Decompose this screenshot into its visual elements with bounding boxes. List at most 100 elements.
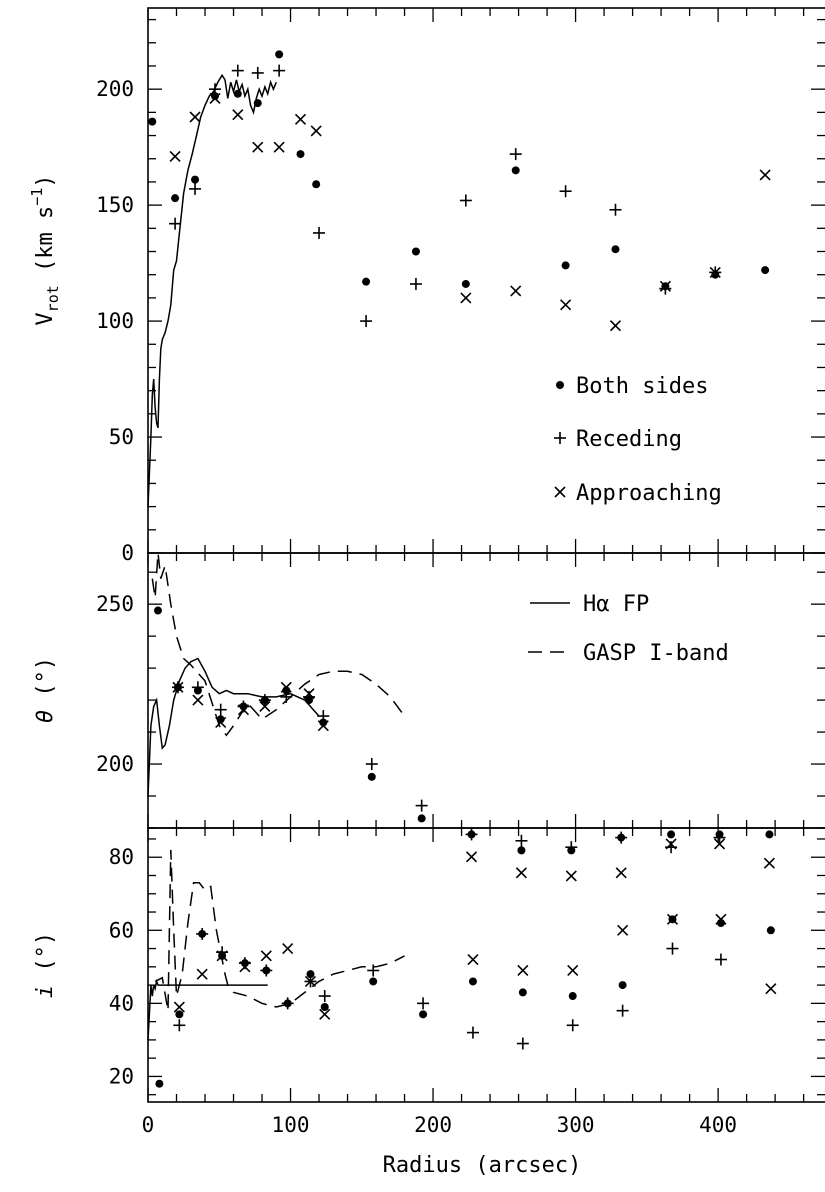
rot-halpha-curve — [147, 73, 277, 507]
pa-receding-point — [365, 758, 378, 771]
rot-receding-point — [231, 64, 244, 77]
cross-b — [560, 299, 572, 311]
inc-frame — [147, 827, 825, 1103]
pa-ytick-label: 200 — [96, 752, 134, 776]
rot-ytick-label: 100 — [96, 309, 134, 333]
inc-approaching-point — [304, 975, 317, 988]
rot-approaching-point — [310, 125, 322, 137]
inc-both-point — [320, 1003, 329, 1012]
rot-receding-point — [609, 203, 622, 216]
pa-approaching-point — [665, 838, 677, 850]
cross-b — [567, 964, 579, 977]
rot-ytick-label: 150 — [96, 193, 134, 217]
pa-gasp-curve — [151, 552, 406, 737]
cross-b — [209, 92, 221, 105]
rot-receding-point — [189, 182, 202, 195]
cross-b — [237, 704, 250, 716]
cross-b — [510, 285, 522, 297]
pa-approaching-point — [615, 867, 627, 879]
inc-both-point — [175, 1010, 184, 1019]
pa-receding-point — [515, 834, 528, 847]
cross-b — [303, 688, 315, 700]
inc-both-point — [155, 1079, 164, 1088]
inc-both-point — [618, 981, 627, 990]
rot-both-point — [233, 89, 242, 98]
rot-both-point — [611, 245, 620, 254]
inc-receding-point — [666, 942, 679, 955]
rot-receding-point — [409, 277, 422, 290]
cross-b — [173, 1001, 185, 1013]
rot-ylabel: Vrot (km s−1) — [28, 174, 62, 325]
pa-both-point — [765, 830, 774, 839]
inc-approaching-point — [617, 924, 629, 936]
inc-ylabel: i (°) — [33, 932, 58, 998]
inc-approaching-point — [282, 942, 294, 955]
legend-dashed-label: GASP I-band — [583, 641, 729, 666]
cross-b — [189, 111, 201, 123]
inc-receding-point — [516, 1037, 529, 1050]
x-tick-label: 300 — [557, 1113, 595, 1137]
cross-b — [659, 280, 671, 292]
cross-b — [765, 983, 777, 995]
legend-rec-marker — [554, 432, 566, 444]
pa-receding-point — [258, 694, 271, 707]
rot-approaching-point — [460, 292, 472, 304]
rot-receding-point — [273, 64, 286, 77]
rot-both-point — [296, 150, 305, 159]
inc-receding-point — [466, 1026, 479, 1039]
rot-both-point — [411, 247, 420, 256]
cross-b — [294, 113, 307, 125]
inc-approaching-point — [319, 1008, 331, 1020]
rot-approaching-point — [169, 150, 181, 162]
legend-app-marker — [554, 486, 566, 498]
pa-receding-point — [465, 828, 478, 841]
rot-both-point — [511, 166, 520, 175]
inc-both-point — [518, 988, 527, 997]
rot-ytick-label: 200 — [96, 77, 134, 101]
pa-receding-point — [214, 703, 227, 716]
rot-both-point — [171, 194, 180, 203]
cross-b — [215, 716, 227, 729]
cross-b — [260, 950, 272, 962]
cross-b — [169, 150, 181, 162]
cross-b — [196, 968, 208, 980]
inc-both-point — [419, 1010, 428, 1019]
legend-app-label: Approaching — [576, 481, 722, 506]
pa-approaching-point — [515, 867, 527, 879]
rot-both-point — [461, 279, 470, 288]
pa-approaching-point — [237, 704, 250, 716]
pa-both-point — [417, 814, 426, 823]
inc-approaching-point — [666, 913, 679, 925]
cross-b — [715, 913, 727, 925]
rot-approaching-point — [189, 111, 201, 123]
inc-gasp-curve — [154, 849, 405, 1011]
inc-approaching-point — [467, 953, 479, 966]
cross-b — [252, 141, 264, 153]
cross-b — [665, 838, 677, 850]
pa-approaching-point — [215, 716, 227, 729]
pa-legend: Hα FP GASP I-band — [528, 592, 729, 666]
x-tick-label: 0 — [142, 1113, 155, 1137]
inc-approaching-point — [517, 964, 529, 977]
rot-both-point — [362, 277, 371, 286]
inc-receding-point — [616, 1004, 629, 1017]
cross-b — [192, 694, 204, 706]
rot-approaching-point — [294, 113, 307, 125]
legend-rec-label: Receding — [576, 427, 682, 452]
pa-approaching-point — [317, 720, 329, 732]
cross-b — [282, 942, 294, 955]
rot-both-point — [191, 175, 200, 184]
cross-b — [713, 838, 726, 850]
inc-receding-point — [367, 964, 380, 977]
rot-receding-point — [360, 315, 373, 328]
rot-both-point — [253, 99, 262, 108]
cross-b — [310, 125, 322, 137]
inc-approaching-point — [567, 964, 579, 977]
cross-b — [317, 720, 329, 732]
inc-receding-point — [281, 997, 294, 1010]
inc-receding-point — [196, 927, 209, 940]
cross-b — [609, 320, 622, 332]
inc-approaching-point — [715, 913, 727, 925]
inc-ytick-label: 20 — [109, 1064, 134, 1088]
